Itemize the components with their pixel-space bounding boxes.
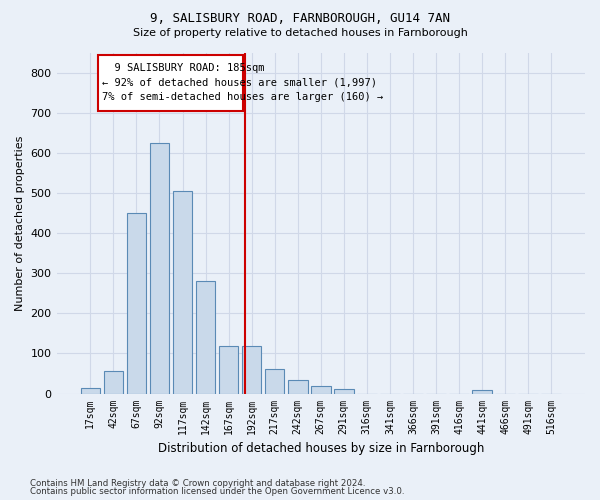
Bar <box>472 390 492 394</box>
Bar <box>127 213 146 394</box>
FancyBboxPatch shape <box>98 54 243 110</box>
Bar <box>288 380 308 394</box>
Bar <box>80 388 100 394</box>
Text: 9, SALISBURY ROAD, FARNBOROUGH, GU14 7AN: 9, SALISBURY ROAD, FARNBOROUGH, GU14 7AN <box>150 12 450 26</box>
Bar <box>149 143 169 394</box>
Bar <box>196 281 215 394</box>
Bar <box>265 368 284 394</box>
Bar <box>311 386 331 394</box>
Bar <box>104 372 123 394</box>
Text: 9 SALISBURY ROAD: 185sqm
← 92% of detached houses are smaller (1,997)
7% of semi: 9 SALISBURY ROAD: 185sqm ← 92% of detach… <box>102 63 383 102</box>
Bar <box>242 346 262 394</box>
Text: Contains public sector information licensed under the Open Government Licence v3: Contains public sector information licen… <box>30 487 404 496</box>
Y-axis label: Number of detached properties: Number of detached properties <box>15 136 25 310</box>
X-axis label: Distribution of detached houses by size in Farnborough: Distribution of detached houses by size … <box>158 442 484 455</box>
Bar <box>173 191 193 394</box>
Text: Contains HM Land Registry data © Crown copyright and database right 2024.: Contains HM Land Registry data © Crown c… <box>30 478 365 488</box>
Bar <box>219 346 238 394</box>
Text: Size of property relative to detached houses in Farnborough: Size of property relative to detached ho… <box>133 28 467 38</box>
Bar <box>334 389 353 394</box>
